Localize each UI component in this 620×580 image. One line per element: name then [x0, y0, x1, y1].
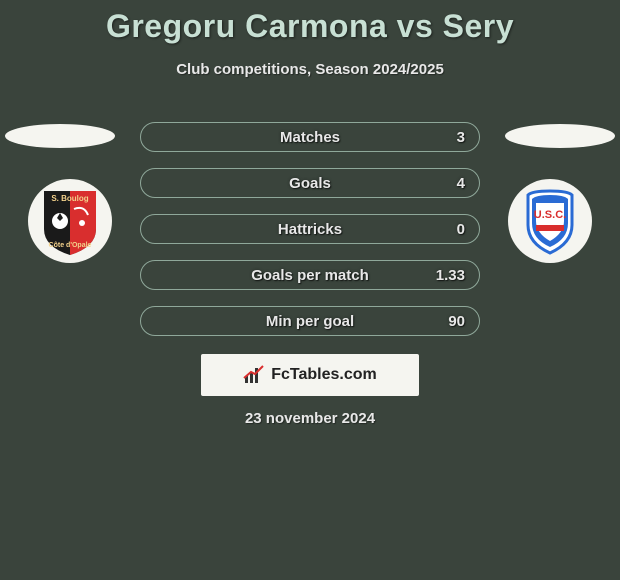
svg-text:Côte d'Opale: Côte d'Opale: [49, 242, 92, 249]
left-player-ellipse: [5, 124, 115, 148]
stat-value: 1.33: [436, 261, 465, 291]
stat-row: Matches 3: [140, 122, 480, 152]
stat-value: 0: [457, 215, 465, 245]
brand-text: FcTables.com: [271, 366, 377, 384]
stat-label: Matches: [141, 123, 479, 153]
date-text: 23 november 2024: [0, 410, 620, 427]
stats-panel: Matches 3 Goals 4 Hattricks 0 Goals per …: [140, 122, 480, 352]
stat-label: Hattricks: [141, 215, 479, 245]
stat-row: Min per goal 90: [140, 306, 480, 336]
brand-attribution: FcTables.com: [201, 354, 419, 396]
svg-text:S. Boulog: S. Boulog: [51, 194, 88, 203]
chart-bars-icon: [243, 364, 265, 386]
page-title: Gregoru Carmona vs Sery: [0, 0, 620, 45]
stat-row: Goals 4: [140, 168, 480, 198]
svg-text:U.S.C.: U.S.C.: [534, 209, 566, 221]
stat-value: 3: [457, 123, 465, 153]
stat-label: Min per goal: [141, 307, 479, 337]
stat-row: Hattricks 0: [140, 214, 480, 244]
stat-row: Goals per match 1.33: [140, 260, 480, 290]
stat-value: 4: [457, 169, 465, 199]
subtitle: Club competitions, Season 2024/2025: [0, 61, 620, 78]
stat-label: Goals: [141, 169, 479, 199]
usc-crest-icon: U.S.C.: [514, 185, 586, 257]
boulogne-crest-icon: S. Boulog Côte d'Opale: [34, 185, 106, 257]
left-club-badge: S. Boulog Côte d'Opale: [20, 179, 120, 263]
stat-label: Goals per match: [141, 261, 479, 291]
stat-value: 90: [448, 307, 465, 337]
right-club-badge: U.S.C.: [500, 179, 600, 263]
right-player-ellipse: [505, 124, 615, 148]
